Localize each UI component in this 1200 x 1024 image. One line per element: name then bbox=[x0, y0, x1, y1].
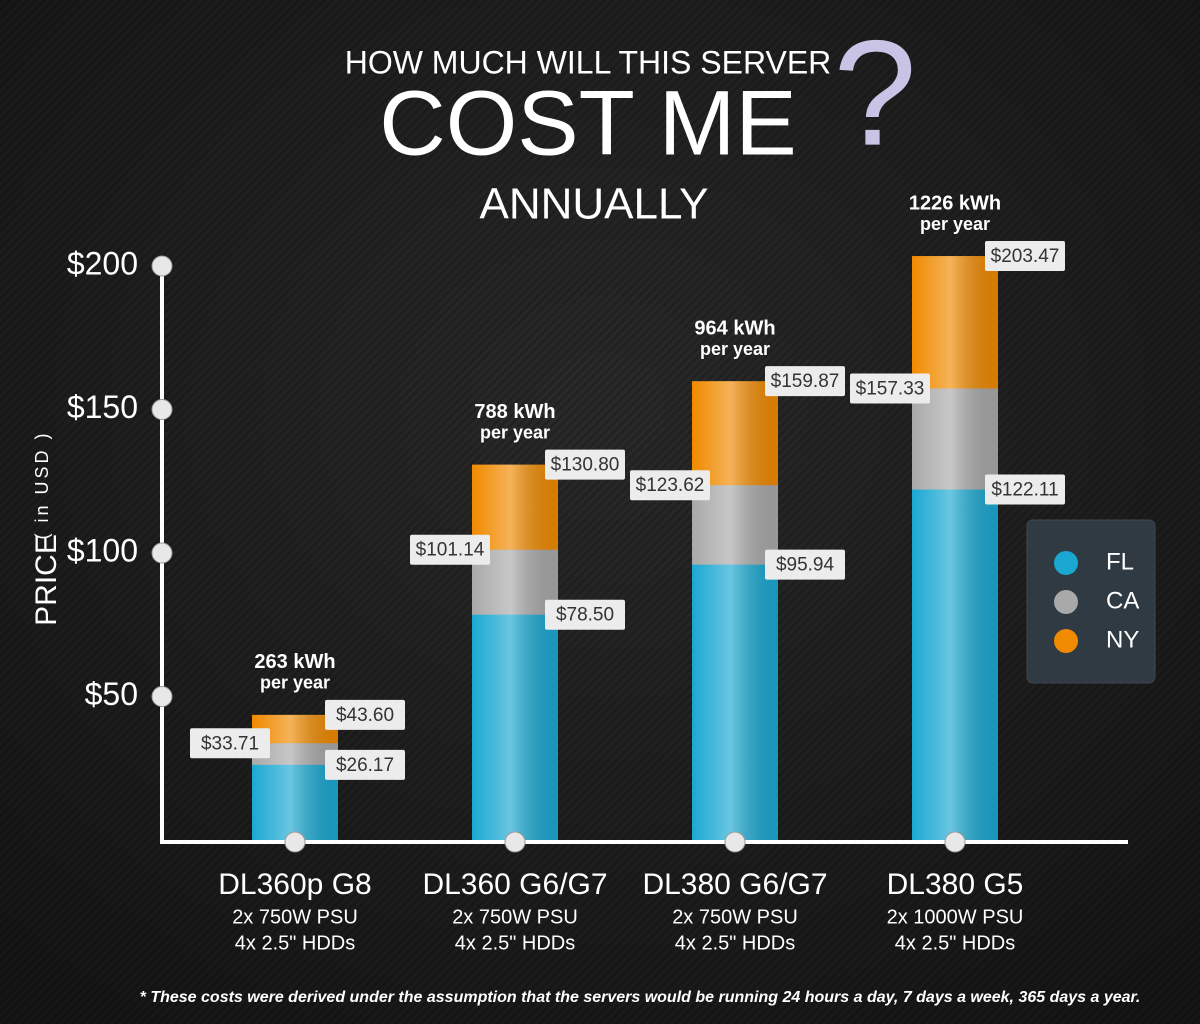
legend-swatch bbox=[1054, 629, 1078, 653]
value-label: $43.60 bbox=[336, 705, 394, 726]
category-detail: 4x 2.5" HDDs bbox=[895, 932, 1015, 954]
value-label-box bbox=[325, 699, 405, 730]
value-label: $123.62 bbox=[636, 475, 705, 496]
y-tick-dot bbox=[151, 542, 173, 564]
x-tick-label: DL380 G5 bbox=[887, 868, 1024, 901]
value-label: $95.94 bbox=[776, 555, 835, 576]
title-line: HOW MUCH WILL THIS SERVER bbox=[345, 44, 832, 80]
category-detail: 2x 750W PSU bbox=[232, 906, 358, 928]
annotation: per year bbox=[480, 422, 550, 442]
annotation: 788 kWh bbox=[474, 401, 555, 423]
value-label-box bbox=[190, 728, 270, 759]
value-label: $33.71 bbox=[201, 733, 259, 754]
x-tick-label: DL360p G8 bbox=[218, 868, 371, 901]
category-detail: 4x 2.5" HDDs bbox=[235, 932, 355, 954]
value-label: $159.87 bbox=[771, 371, 840, 392]
annotation: per year bbox=[920, 214, 990, 234]
x-tick-dot bbox=[284, 831, 306, 853]
legend-swatch bbox=[1054, 551, 1078, 575]
y-axis-unit: ( in USD ) bbox=[32, 430, 52, 539]
annotation: per year bbox=[700, 339, 770, 359]
category-detail: 2x 750W PSU bbox=[672, 906, 798, 928]
value-label-box bbox=[765, 366, 845, 397]
annotation: per year bbox=[260, 673, 330, 693]
footnote: * These costs were derived under the ass… bbox=[140, 989, 1141, 1006]
category-detail: 4x 2.5" HDDs bbox=[455, 932, 575, 954]
value-label: $157.33 bbox=[856, 378, 925, 399]
bar-shine bbox=[912, 489, 998, 840]
value-label: $26.17 bbox=[336, 755, 394, 776]
y-tick-dot bbox=[151, 686, 173, 707]
x-tick-dot bbox=[724, 831, 746, 853]
value-label: $203.47 bbox=[991, 246, 1060, 267]
value-label-box bbox=[630, 470, 710, 501]
annotation: 263 kWh bbox=[254, 651, 335, 673]
value-label: $122.11 bbox=[991, 480, 1058, 501]
title-sub: ANNUALLY bbox=[479, 180, 708, 229]
bar-shine bbox=[472, 614, 558, 840]
y-axis-label: PRICE bbox=[30, 534, 63, 626]
bar-shine bbox=[692, 564, 778, 840]
value-label-box bbox=[545, 599, 625, 630]
value-label-box bbox=[545, 449, 625, 480]
y-tick-dot bbox=[151, 255, 173, 277]
value-label-box bbox=[850, 373, 930, 404]
y-tick-label: $50 bbox=[85, 676, 138, 712]
x-tick-label: DL360 G6/G7 bbox=[422, 868, 607, 901]
category-detail: 2x 750W PSU bbox=[452, 906, 578, 928]
x-tick-dot bbox=[944, 831, 966, 853]
y-tick-label: $150 bbox=[67, 389, 138, 425]
value-label-box bbox=[325, 749, 405, 780]
value-label-box bbox=[410, 534, 490, 565]
y-tick-label: $200 bbox=[67, 245, 138, 281]
value-label-box bbox=[765, 549, 845, 580]
category-detail: 2x 1000W PSU bbox=[887, 906, 1024, 928]
value-label: $101.14 bbox=[416, 540, 485, 561]
value-label-box bbox=[985, 474, 1065, 505]
legend-label: CA bbox=[1106, 587, 1139, 614]
y-tick-dot bbox=[151, 399, 173, 420]
value-label: $78.50 bbox=[556, 605, 614, 626]
x-tick-label: DL380 G6/G7 bbox=[642, 868, 827, 901]
value-label-box bbox=[985, 241, 1065, 272]
x-tick-dot bbox=[504, 831, 526, 853]
y-tick-label: $100 bbox=[67, 532, 138, 568]
annotation: 964 kWh bbox=[694, 317, 775, 339]
value-label: $130.80 bbox=[551, 455, 620, 476]
question-mark: ? bbox=[833, 9, 916, 177]
legend-label: FL bbox=[1106, 548, 1134, 575]
bar-shine bbox=[252, 764, 338, 840]
title-main: COST ME bbox=[379, 72, 796, 174]
annotation: 1226 kWh bbox=[909, 192, 1001, 214]
legend-label: NY bbox=[1106, 626, 1139, 653]
legend-swatch bbox=[1054, 590, 1078, 614]
category-detail: 4x 2.5" HDDs bbox=[675, 932, 795, 954]
